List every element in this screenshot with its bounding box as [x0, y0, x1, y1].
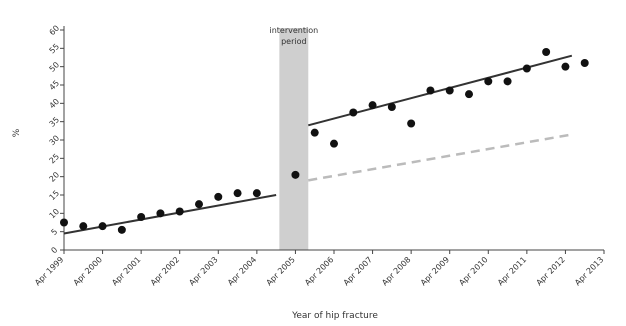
data-point: [522, 64, 531, 73]
fitted-trend-line: [308, 54, 573, 127]
data-point: [580, 59, 589, 67]
x-tick-label: Apr 2011: [496, 255, 528, 287]
y-tick-label: 50: [48, 60, 62, 74]
data-point: [79, 222, 88, 231]
x-tick-label: Apr 2009: [419, 255, 451, 287]
x-tick-label: Apr 2008: [380, 255, 412, 287]
data-point: [175, 207, 184, 216]
data-point: [387, 103, 396, 111]
fitted-trend-line: [63, 194, 277, 235]
y-tick-label: 55: [48, 42, 62, 56]
x-axis-title: Year of hip fracture: [291, 311, 378, 321]
y-axis: 0 5 10 15 20 25 30 35 40 45 50 55 60: [48, 24, 65, 255]
y-tick-label: 45: [48, 79, 62, 93]
counterfactual-trend-line: [308, 133, 573, 182]
y-tick-label: 35: [48, 115, 62, 129]
data-point: [98, 222, 107, 231]
x-tick-label: Apr 2001: [110, 255, 142, 287]
data-point: [503, 77, 512, 86]
data-point: [561, 62, 570, 71]
y-axis-title: %: [12, 128, 22, 137]
data-point: [330, 139, 338, 148]
data-point: [117, 225, 126, 234]
x-tick-label: Apr 2002: [149, 255, 181, 287]
y-tick-label: 40: [48, 97, 62, 111]
x-tick-label: Apr 2005: [264, 255, 296, 287]
y-tick-label: 15: [48, 189, 62, 203]
y-tick-label: 0: [49, 245, 59, 255]
x-axis: Apr 1999 Apr 2000 Apr 2001 Apr 2002 Apr 2003…: [33, 249, 605, 287]
x-tick-label: Apr 1999: [33, 255, 65, 287]
x-tick-label: Apr 2012: [534, 255, 566, 287]
x-tick-label: Apr 2010: [457, 255, 489, 287]
data-point: [484, 77, 493, 86]
data-point: [291, 170, 300, 179]
x-tick-label: Apr 2000: [72, 255, 104, 287]
x-tick-label: Apr 2007: [342, 255, 374, 287]
data-point: [137, 213, 146, 221]
data-points: [60, 48, 589, 234]
data-point: [445, 86, 454, 95]
x-tick-label: Apr 2004: [226, 255, 258, 287]
data-point: [156, 209, 165, 218]
y-tick-label: 10: [48, 207, 62, 221]
x-tick-label: Apr 2003: [187, 255, 219, 287]
y-tick-label: 5: [49, 227, 59, 237]
y-tick-label: 20: [48, 170, 62, 184]
intervention-label-line1: intervention: [269, 26, 318, 35]
data-point: [252, 189, 261, 198]
data-point: [214, 192, 223, 201]
intervention-label-line2: period: [281, 37, 306, 46]
y-tick-label: 30: [48, 134, 62, 148]
trend-lines: [63, 54, 573, 235]
data-point: [310, 128, 319, 137]
y-tick-label: 60: [48, 24, 62, 38]
data-point: [542, 48, 551, 56]
y-tick-label: 25: [48, 152, 62, 166]
x-tick-label: Apr 2006: [303, 255, 335, 287]
data-point: [368, 101, 377, 110]
data-point: [195, 200, 203, 209]
data-point: [426, 86, 435, 95]
data-point: [349, 108, 358, 117]
data-point: [60, 218, 68, 227]
data-point: [407, 119, 416, 128]
data-point: [465, 90, 473, 99]
x-tick-label: Apr 2013: [573, 255, 605, 287]
intervention-period-band: [279, 28, 309, 250]
data-point: [233, 189, 242, 198]
